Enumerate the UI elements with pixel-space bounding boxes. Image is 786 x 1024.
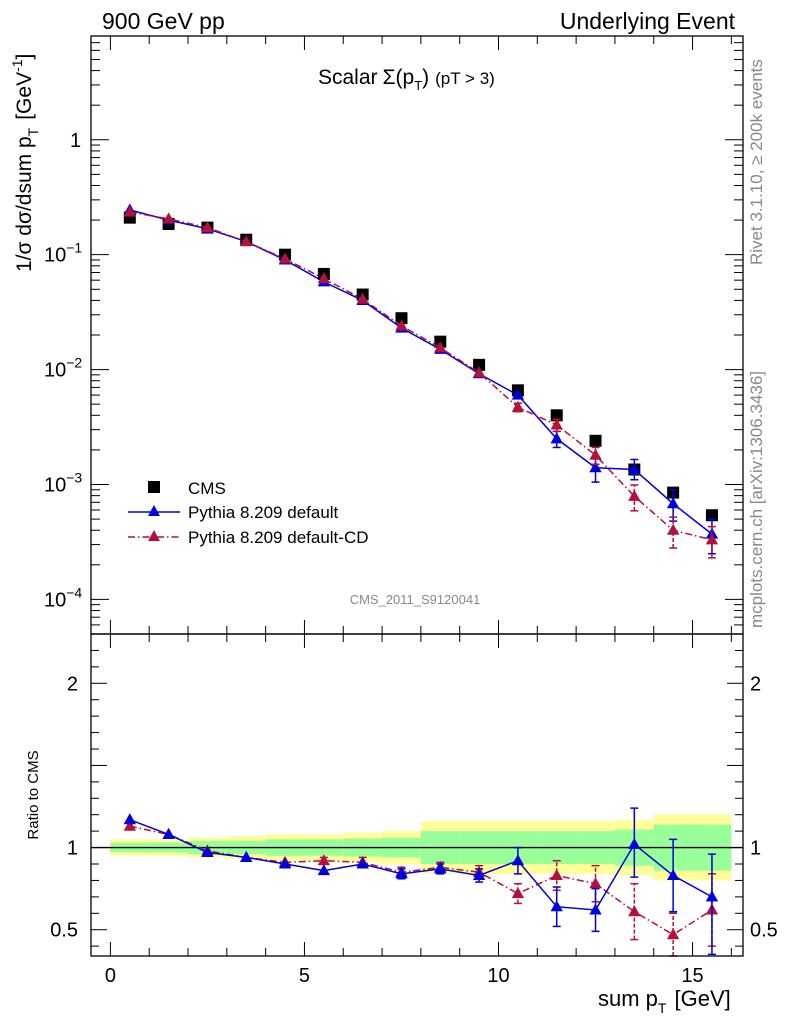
ratio-y-tick-label-left: 0.5 [50,920,78,942]
header-right: Underlying Event [560,8,736,34]
ratio-pythia-default-marker [628,837,641,849]
pythia-default-marker [511,388,525,400]
pythia-default-marker [550,432,563,444]
pythia-default-series [123,203,719,555]
ratio-pythia-default-cd-marker [511,887,525,899]
cms-data-point [473,358,486,371]
ratio-pythia-default-marker [705,890,719,902]
pythia-default-cd-marker [434,341,447,353]
ratio-pythia-default-marker [550,900,563,912]
ratio-pythia-default-marker [395,867,408,879]
main-y-tick-label: 1 [70,130,81,152]
pythia-default-cd-marker [628,489,641,501]
cms-data-point [395,312,408,325]
ratio-pythia-default-marker [511,854,525,866]
ratio-pythia-default-marker [434,862,447,874]
pythia-default-cd-marker [201,221,214,233]
pythia-default-cd-marker [550,418,563,430]
x-tick-label: 15 [681,965,703,987]
pythia-default-cd-marker [240,235,253,247]
rivet-label: Rivet 3.1.10, ≥ 200k events [747,59,766,265]
ratio-pythia-default-marker [123,813,136,825]
ratio-pythia-default-cd-marker [123,819,136,831]
ratio-y-tick-label-right: 2 [750,673,761,695]
analysis-id: CMS_2011_S9120041 [350,592,481,607]
pythia-default-cd-line [129,211,713,541]
ratio-pythia-default-cd-marker [550,869,563,881]
legend-marker-pythia-cd [148,530,160,541]
ratio-pythia-default-marker [356,857,369,869]
chart-title: Scalar Σ(pT) (pT > 3) [318,66,495,93]
cms-data-point [589,434,602,447]
ratio-y-ticks: 0.5 0.5 1 1 2 2 [50,633,778,947]
pythia-default-marker [666,497,680,509]
pythia-default-cd-marker [395,319,408,331]
pythia-default-cd-marker [278,252,292,264]
ratio-pythia-default-series [123,807,719,956]
ratio-y-tick-label-left: 2 [67,673,78,695]
ratio-y-tick-label-right: 1 [750,838,761,860]
ratio-pythia-default-marker [162,827,175,839]
legend-label-pythia-default: Pythia 8.209 default [188,503,339,522]
main-y-tick-label: 10−2 [44,355,82,382]
ratio-pythia-default-marker [472,869,486,881]
main-x-ticks [109,36,732,634]
ratio-pythia-default-marker [317,864,331,876]
ratio-panel: 0 5 10 15 0.5 0.5 1 1 2 2 Ratio to CMS sum pT [Ge… [25,633,778,1016]
ratio-frame [90,633,744,957]
pythia-default-cd-marker [123,205,136,217]
main-y-tick-labels: 10−4 10−3 10−2 10−1 1 [44,130,82,612]
ratio-pythia-default-cd-marker [317,854,331,866]
main-panel: 10−4 10−3 10−2 10−1 1 Scalar Σ(pT) (pT > 3) 1/… [9,35,744,635]
mcplots-label: mcplots.cern.ch [arXiv:1306.3436] [747,371,766,628]
ratio-pythia-default-marker [240,850,253,862]
ratio-pythia-default-cd-marker [666,928,680,940]
legend-label-cms: CMS [188,479,226,498]
ratio-pythia-default-marker [201,846,214,858]
main-y-tick-label: 10−1 [44,240,82,267]
ratio-y-tick-label-left: 1 [67,838,78,860]
ratio-y-axis-label: Ratio to CMS [25,750,42,839]
pythia-default-cd-marker [666,523,680,535]
ratio-pythia-default-marker [589,903,602,915]
ratio-pythia-default-cd-marker [628,905,641,917]
pythia-default-cd-marker [705,533,719,545]
pythia-default-cd-marker [162,212,175,224]
header-left: 900 GeV pp [102,8,225,34]
x-tick-label: 0 [105,965,116,987]
ratio-y-tick-label-right: 0.5 [750,920,778,942]
pythia-default-cd-marker [472,366,486,378]
legend-label-pythia-cd: Pythia 8.209 default-CD [188,528,369,547]
x-tick-label: 5 [299,965,310,987]
pythia-default-cd-series [123,205,719,559]
pythia-default-cd-marker [589,448,602,460]
x-axis-label: sum pT [GeV] [598,986,731,1016]
legend-marker-pythia-default [148,505,160,516]
pythia-default-cd-marker [356,292,369,304]
pythia-default-marker [589,461,602,473]
main-y-axis-label: 1/σ dσ/dsum pT[GeV-1] [9,54,41,272]
cms-data-point [550,409,563,422]
pythia-default-marker [628,463,641,475]
ratio-pythia-default-cd-marker [589,877,602,889]
x-tick-label: 10 [487,965,509,987]
main-y-tick-label: 10−4 [44,584,82,611]
cms-data-point [705,509,718,522]
ratio-x-ticks: 0 5 10 15 [105,634,732,987]
ratio-pythia-default-line [129,818,713,911]
ratio-pythia-default-marker [278,857,292,869]
main-y-tick-label: 10−3 [44,470,82,497]
legend: CMS Pythia 8.209 default Pythia 8.209 de… [128,479,369,547]
pythia-default-cd-marker [317,272,331,284]
legend-marker-cms [148,481,160,493]
pythia-default-cd-marker [511,400,525,412]
ratio-pythia-default-marker [666,869,680,881]
pythia-default-line [129,209,713,535]
